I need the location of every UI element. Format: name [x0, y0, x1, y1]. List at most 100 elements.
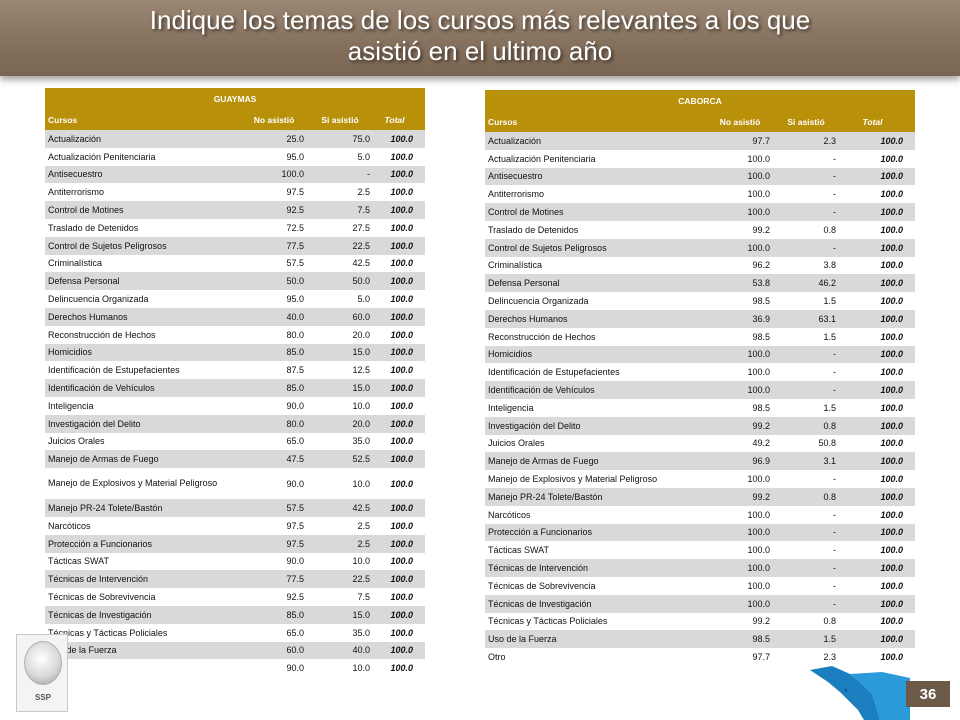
cell-no-asistio: 90.0: [241, 468, 307, 500]
cell-total: 100.0: [839, 559, 916, 577]
cell-si-asistio: 0.8: [773, 612, 839, 631]
cell-curso: Narcóticos: [45, 516, 241, 535]
cell-si-asistio: -: [773, 559, 839, 577]
cell-total: 100.0: [373, 236, 426, 255]
cell-total: 100.0: [373, 130, 426, 148]
cell-no-asistio: 25.0: [241, 130, 307, 148]
cell-si-asistio: -: [773, 541, 839, 560]
cell-no-asistio: 100.0: [707, 363, 773, 382]
cell-curso: Criminalística: [45, 254, 241, 273]
cell-curso: Actualización Penitenciaria: [45, 147, 241, 166]
cell-total: 100.0: [373, 254, 426, 273]
table-row: Narcóticos 100.0-100.0: [485, 505, 916, 524]
cell-si-asistio: 0.8: [773, 487, 839, 506]
cell-si-asistio: 27.5: [307, 218, 373, 237]
cell-curso: Antisecuestro: [45, 165, 241, 184]
cell-curso: Actualización: [485, 132, 707, 150]
table-row: Identificación de Estupefacientes 87.5 12.…: [45, 361, 426, 380]
cell-curso: Traslado de Detenidos: [45, 218, 241, 237]
cell-total: 100.0: [373, 218, 426, 237]
table-row: Investigación del Delito 80.0 20.0 100.0: [45, 414, 426, 433]
cell-si-asistio: 5.0: [307, 290, 373, 308]
cell-si-asistio: -: [773, 238, 839, 257]
table-row: Homicidios 100.0-100.0: [485, 345, 916, 364]
cell-no-asistio: 98.5: [707, 630, 773, 649]
cell-si-asistio: 5.0: [307, 147, 373, 166]
cell-total: 100.0: [839, 630, 916, 649]
ssp-seal-icon: [24, 641, 62, 685]
cell-si-asistio: 15.0: [307, 343, 373, 362]
cell-si-asistio: 2.5: [307, 183, 373, 202]
title-banner: Indique los temas de los cursos más rele…: [0, 0, 960, 76]
cell-no-asistio: 100.0: [707, 505, 773, 524]
cell-no-asistio: 57.5: [241, 254, 307, 273]
table-row: Técnicas y Tácticas Policiales 65.0 35.0 10…: [45, 623, 426, 642]
cell-total: 100.0: [373, 307, 426, 326]
cell-no-asistio: 97.7: [707, 648, 773, 666]
cell-si-asistio: 2.5: [307, 534, 373, 553]
cell-curso: Delincuencia Organizada: [45, 290, 241, 308]
cell-si-asistio: -: [773, 470, 839, 488]
table-row: Tácticas SWAT 90.0 10.0 100.0: [45, 552, 426, 571]
cell-total: 100.0: [839, 612, 916, 631]
cell-curso: Defensa Personal: [485, 274, 707, 293]
cell-no-asistio: 60.0: [241, 641, 307, 660]
table-row: Antiterrorismo 97.5 2.5 100.0: [45, 183, 426, 202]
cell-curso: Técnicas de Investigación: [485, 594, 707, 613]
cell-si-asistio: -: [773, 576, 839, 595]
cell-total: 100.0: [839, 470, 916, 488]
table-row: Identificación de Vehículos 85.0 15.0 100.0: [45, 379, 426, 397]
cell-no-asistio: 65.0: [241, 432, 307, 451]
cell-no-asistio: 65.0: [241, 623, 307, 642]
cell-no-asistio: 77.5: [241, 570, 307, 589]
table-row: Derechos Humanos 36.9 63.1 100.0: [485, 309, 916, 328]
table-title: CABORCA: [485, 90, 916, 112]
cell-curso: Manejo de Armas de Fuego: [485, 452, 707, 471]
table-row: Antisecuestro 100.0-100.0: [485, 167, 916, 186]
header-cursos: Cursos: [485, 112, 707, 132]
cell-total: 100.0: [373, 552, 426, 571]
cell-curso: Reconstrucción de Hechos: [45, 325, 241, 344]
cell-no-asistio: 99.2: [707, 416, 773, 435]
cell-curso: Investigación del Delito: [45, 414, 241, 433]
cell-total: 100.0: [839, 434, 916, 453]
cell-total: 100.0: [373, 516, 426, 535]
cell-si-asistio: 42.5: [307, 499, 373, 517]
cell-si-asistio: 2.5: [307, 516, 373, 535]
table-row: Delincuencia Organizada 98.5 1.5 100.0: [485, 292, 916, 310]
cell-curso: Tácticas SWAT: [45, 552, 241, 571]
header-total: Total: [839, 112, 916, 132]
header-si-asistio: Si asistió: [773, 112, 839, 132]
cell-si-asistio: -: [773, 203, 839, 221]
cell-total: 100.0: [373, 432, 426, 451]
cell-total: 100.0: [839, 185, 916, 204]
cell-no-asistio: 97.7: [707, 132, 773, 150]
cell-no-asistio: 90.0: [241, 552, 307, 571]
cell-no-asistio: 50.0: [241, 272, 307, 291]
cell-total: 100.0: [373, 183, 426, 202]
cell-si-asistio: 10.0: [307, 468, 373, 500]
cell-total: 100.0: [839, 238, 916, 257]
cell-curso: Inteligencia: [45, 396, 241, 415]
cell-si-asistio: 22.5: [307, 236, 373, 255]
table-row: Inteligencia 98.5 1.5 100.0: [485, 398, 916, 417]
header-no-asistio: No asistió: [241, 110, 307, 130]
cell-total: 100.0: [373, 468, 426, 500]
guaymas-table: GUAYMAS Cursos No asistió Si asistió Tot…: [45, 88, 426, 678]
cell-total: 100.0: [839, 345, 916, 364]
cell-si-asistio: 35.0: [307, 432, 373, 451]
cell-curso: Control de Motines: [45, 201, 241, 219]
cell-si-asistio: 63.1: [773, 309, 839, 328]
cell-total: 100.0: [373, 605, 426, 624]
cell-no-asistio: 57.5: [241, 499, 307, 517]
table-row: Protección a Funcionarios 97.5 2.5 100.0: [45, 534, 426, 553]
table-row: Reconstrucción de Hechos 80.0 20.0 100.0: [45, 325, 426, 344]
cell-curso: Criminalística: [485, 256, 707, 275]
cell-no-asistio: 97.5: [241, 516, 307, 535]
cell-total: 100.0: [839, 274, 916, 293]
cell-si-asistio: 7.5: [307, 201, 373, 219]
cell-si-asistio: 12.5: [307, 361, 373, 380]
cell-no-asistio: 49.2: [707, 434, 773, 453]
cell-si-asistio: 52.5: [307, 450, 373, 469]
